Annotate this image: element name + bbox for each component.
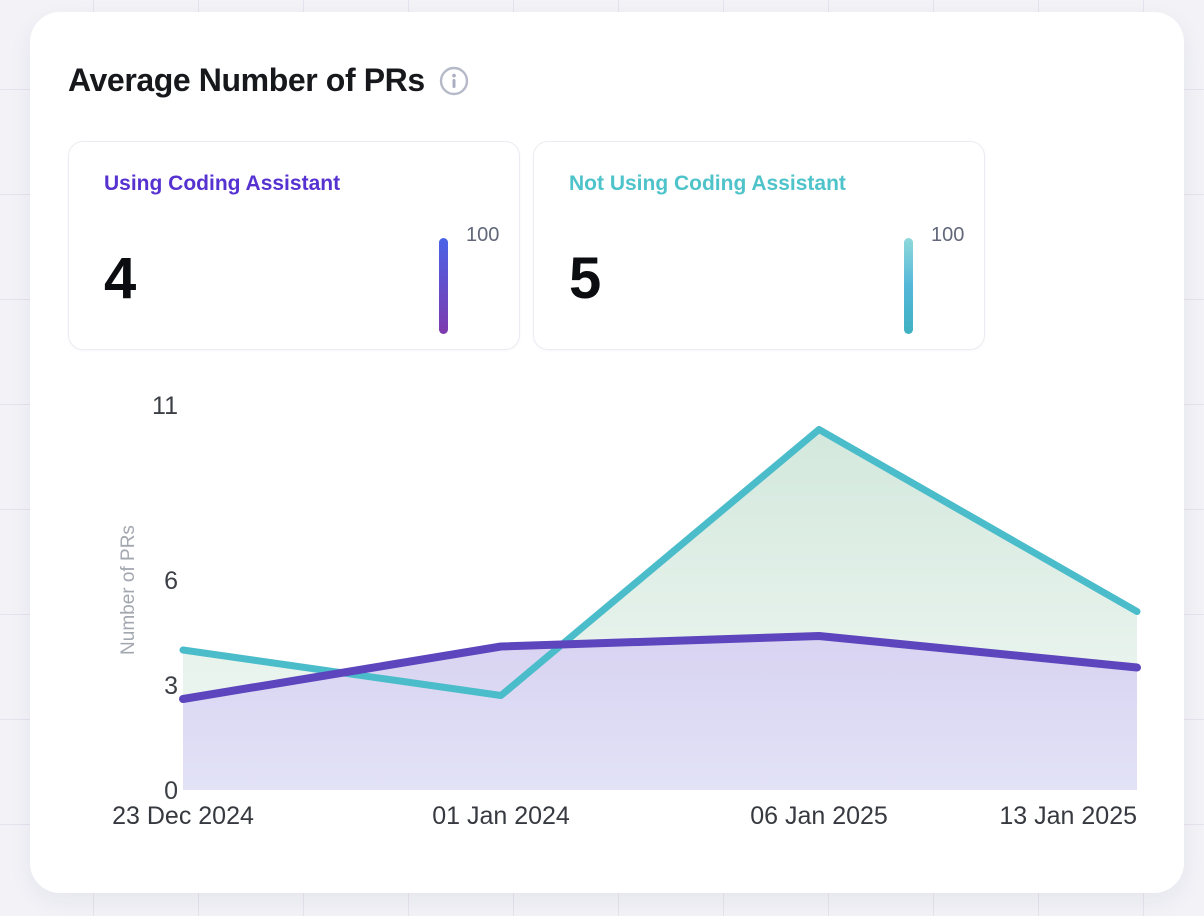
y-tick-label: 3 bbox=[164, 672, 178, 700]
stat-value: 5 bbox=[569, 246, 601, 311]
stat-label: Not Using Coding Assistant bbox=[569, 172, 846, 195]
y-tick-label: 6 bbox=[164, 567, 178, 595]
x-tick-label: 06 Jan 2025 bbox=[750, 802, 888, 830]
y-tick-label: 11 bbox=[152, 392, 178, 420]
stat-scale-bar bbox=[439, 238, 448, 334]
stat-card-not-using-assistant: Not Using Coding Assistant 5 100 bbox=[533, 141, 985, 350]
x-tick-label: 23 Dec 2024 bbox=[112, 802, 254, 830]
series-line-0 bbox=[179, 632, 1141, 703]
header: Average Number of PRs bbox=[68, 62, 469, 99]
analytics-card: Average Number of PRs Using Coding Assis… bbox=[30, 12, 1184, 893]
stat-card-using-assistant: Using Coding Assistant 4 100 bbox=[68, 141, 520, 350]
x-tick-label: 01 Jan 2024 bbox=[432, 802, 570, 830]
stat-scale-bar bbox=[904, 238, 913, 334]
page-title: Average Number of PRs bbox=[68, 62, 425, 98]
chart-canvas: 0 3 6 11 Number of PRs 23 Dec 2024 01 Jan 2024… bbox=[112, 392, 1141, 830]
stat-label: Using Coding Assistant bbox=[104, 172, 341, 195]
stat-scale-max-label: 100 bbox=[931, 224, 965, 246]
series-area-0 bbox=[183, 636, 1137, 790]
info-icon[interactable] bbox=[439, 66, 469, 96]
y-axis-label: Number of PRs bbox=[118, 525, 139, 655]
x-tick-label: 13 Jan 2025 bbox=[999, 802, 1137, 830]
stat-value: 4 bbox=[104, 246, 136, 311]
stat-scale-max-label: 100 bbox=[466, 224, 500, 246]
y-tick-label: 0 bbox=[164, 777, 178, 805]
area-chart: 0 3 6 11 Number of PRs 23 Dec 2024 01 Jan 2024… bbox=[110, 378, 1160, 840]
